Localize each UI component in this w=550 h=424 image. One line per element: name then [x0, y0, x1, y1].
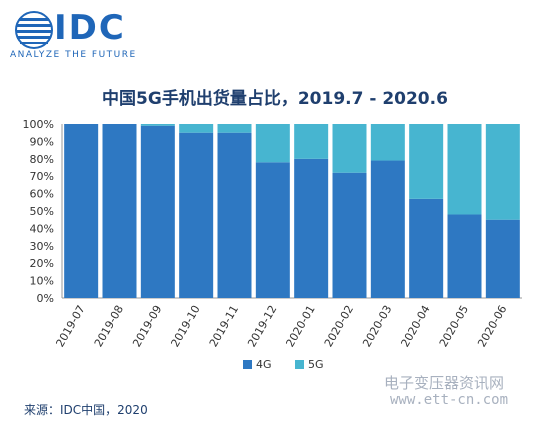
legend-label-5g: 5G: [308, 358, 324, 371]
y-tick-label: 90%: [30, 135, 54, 148]
x-tick-label: 2019-09: [130, 303, 164, 349]
bar-4g-2019-09: [140, 125, 175, 299]
logo-text: IDC: [54, 8, 126, 48]
bar-4g-2019-10: [179, 132, 214, 298]
bar-5g-2020-03: [370, 124, 405, 161]
chart-title: 中国5G手机出货量占比，2019.7 - 2020.6: [102, 89, 448, 109]
bar-4g-2019-07: [64, 124, 99, 298]
bar-5g-2020-02: [332, 124, 367, 173]
bar-4g-2019-11: [217, 132, 252, 298]
bar-5g-2019-11: [217, 124, 252, 133]
y-tick-label: 100%: [23, 118, 54, 131]
y-tick-label: 30%: [30, 240, 54, 253]
bar-4g-2019-12: [255, 162, 290, 298]
x-tick-label: 2020-03: [360, 303, 394, 349]
bar-4g-2020-04: [409, 198, 444, 298]
x-tick-label: 2019-12: [245, 303, 279, 349]
bar-5g-2020-01: [294, 124, 329, 159]
bar-5g-2019-09: [140, 124, 175, 126]
watermark: 电子变压器资讯网 www.ett-cn.com: [384, 372, 544, 418]
bar-5g-2020-06: [485, 124, 520, 220]
y-tick-label: 50%: [30, 205, 54, 218]
bar-5g-2020-04: [409, 124, 444, 199]
x-tick-label: 2020-06: [475, 303, 509, 349]
x-tick-label: 2019-11: [207, 303, 241, 349]
bar-5g-2019-12: [255, 124, 290, 163]
x-tick-label: 2019-08: [92, 303, 126, 349]
bar-4g-2020-01: [294, 158, 329, 298]
x-tick-label: 2020-04: [399, 303, 433, 349]
bar-4g-2020-03: [370, 160, 405, 298]
y-tick-label: 70%: [30, 170, 54, 183]
y-tick-label: 10%: [30, 275, 54, 288]
source-note: 来源：IDC中国，2020: [24, 403, 148, 417]
y-tick-label: 60%: [30, 188, 54, 201]
logo-tagline: ANALYZE THE FUTURE: [10, 50, 137, 60]
legend-swatch-5g: [295, 360, 304, 369]
bar-5g-2019-10: [179, 124, 214, 133]
legend-label-4g: 4G: [256, 358, 272, 371]
watermark-url: www.ett-cn.com: [390, 392, 509, 408]
bar-4g-2019-08: [102, 124, 137, 298]
idc-globe-icon: [15, 11, 53, 49]
x-tick-label: 2019-10: [169, 303, 203, 349]
y-tick-label: 20%: [30, 257, 54, 270]
bar-4g-2020-05: [447, 214, 482, 298]
x-tick-label: 2020-02: [322, 303, 356, 349]
bar-5g-2020-05: [447, 124, 482, 215]
y-tick-label: 40%: [30, 222, 54, 235]
bar-4g-2020-02: [332, 172, 367, 298]
y-tick-label: 80%: [30, 153, 54, 166]
x-tick-label: 2020-01: [284, 303, 318, 349]
legend-swatch-4g: [243, 360, 252, 369]
bar-4g-2020-06: [485, 219, 520, 298]
watermark-site-name: 电子变压器资讯网: [384, 374, 505, 392]
x-tick-label: 2020-05: [437, 303, 471, 349]
x-tick-label: 2019-07: [54, 303, 88, 349]
y-tick-label: 0%: [37, 292, 54, 305]
